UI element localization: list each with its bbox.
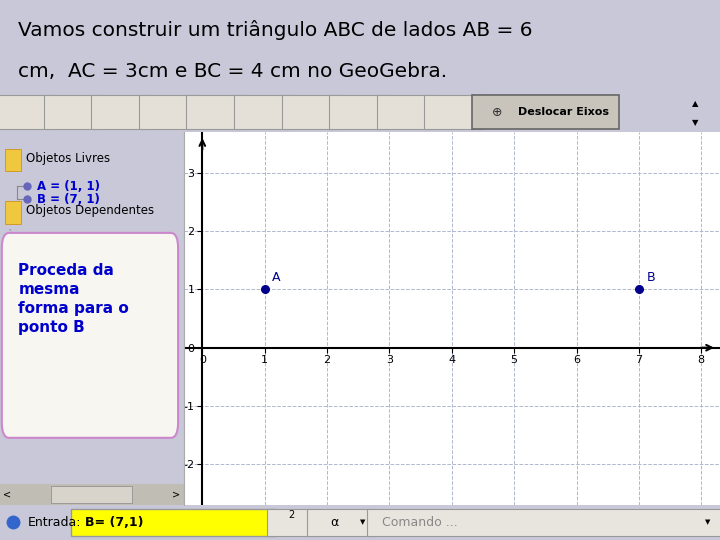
- Text: A = (1, 1): A = (1, 1): [37, 180, 99, 193]
- FancyBboxPatch shape: [71, 509, 276, 536]
- Text: Deslocar Eixos: Deslocar Eixos: [518, 107, 609, 117]
- Text: 2: 2: [289, 510, 294, 519]
- FancyBboxPatch shape: [4, 201, 21, 224]
- Text: Objetos Dependentes: Objetos Dependentes: [26, 204, 154, 217]
- Text: B = (7, 1): B = (7, 1): [37, 193, 99, 206]
- FancyBboxPatch shape: [139, 94, 199, 130]
- FancyBboxPatch shape: [4, 149, 21, 171]
- Text: ▲: ▲: [691, 99, 698, 109]
- FancyBboxPatch shape: [2, 233, 178, 438]
- FancyBboxPatch shape: [307, 509, 376, 536]
- Text: Proceda da
mesma
forma para o
ponto B: Proceda da mesma forma para o ponto B: [19, 263, 129, 335]
- FancyBboxPatch shape: [51, 486, 132, 503]
- Text: α: α: [330, 516, 338, 529]
- Text: ▼: ▼: [691, 118, 698, 127]
- Text: ▼: ▼: [360, 519, 366, 525]
- Text: Vamos construir um triângulo ABC de lados AB = 6: Vamos construir um triângulo ABC de lado…: [18, 20, 533, 40]
- Text: B= (7,1): B= (7,1): [85, 516, 143, 529]
- Text: Comando ...: Comando ...: [382, 516, 457, 529]
- FancyBboxPatch shape: [234, 94, 294, 130]
- FancyBboxPatch shape: [0, 94, 56, 130]
- Text: B: B: [647, 271, 655, 284]
- Text: cm,  AC = 3cm e BC = 4 cm no GeoGebra.: cm, AC = 3cm e BC = 4 cm no GeoGebra.: [18, 63, 447, 82]
- Text: ⊕: ⊕: [492, 105, 502, 119]
- FancyBboxPatch shape: [472, 94, 619, 130]
- FancyBboxPatch shape: [329, 94, 389, 130]
- Text: >: >: [172, 490, 180, 500]
- Text: <: <: [4, 490, 12, 500]
- FancyBboxPatch shape: [424, 94, 484, 130]
- FancyBboxPatch shape: [91, 94, 151, 130]
- Text: A: A: [272, 271, 281, 284]
- FancyBboxPatch shape: [0, 484, 184, 505]
- FancyBboxPatch shape: [267, 509, 316, 536]
- FancyBboxPatch shape: [377, 94, 436, 130]
- Text: ▼: ▼: [705, 519, 711, 525]
- Text: `: `: [7, 231, 13, 240]
- Text: Objetos Livres: Objetos Livres: [26, 152, 110, 165]
- FancyBboxPatch shape: [186, 94, 246, 130]
- FancyBboxPatch shape: [44, 94, 104, 130]
- FancyBboxPatch shape: [367, 509, 720, 536]
- Text: Entrada:: Entrada:: [27, 516, 81, 529]
- FancyBboxPatch shape: [282, 94, 341, 130]
- Text: i: i: [12, 518, 14, 527]
